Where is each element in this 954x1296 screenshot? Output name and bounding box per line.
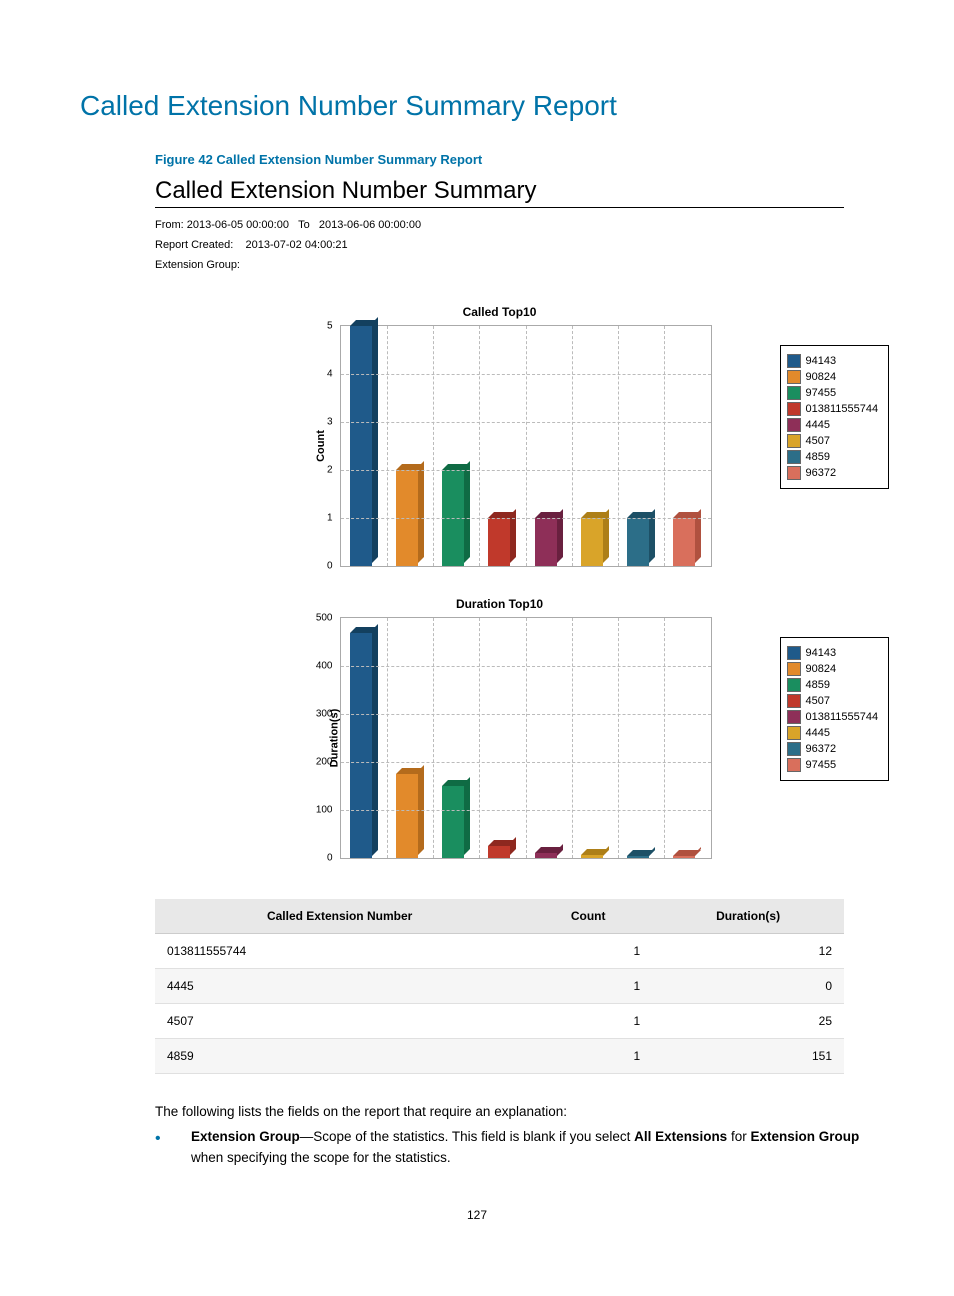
y-tick: 300 [316, 709, 333, 720]
y-tick: 400 [316, 661, 333, 672]
chart2-legend: 94143 90824 4859 4507 013811555744 4445 96372 9… [780, 637, 890, 781]
y-tick: 1 [327, 513, 333, 524]
col-ext-number: Called Extension Number [155, 899, 524, 934]
y-tick: 500 [316, 613, 333, 624]
bullet1-mid2: for [727, 1129, 750, 1144]
legend-item: 4507 [787, 434, 879, 448]
legend-item: 013811555744 [787, 710, 879, 724]
created-value: 2013-07-02 04:00:21 [246, 239, 348, 251]
bullet1-bold3: Extension Group [750, 1129, 859, 1144]
bullet1-end: when specifying the scope for the statis… [191, 1150, 451, 1165]
from-value: 2013-06-05 00:00:00 [187, 219, 289, 231]
legend-item: 97455 [787, 758, 879, 772]
page-title: Called Extension Number Summary Report [80, 90, 874, 122]
col-count: Count [524, 899, 652, 934]
legend-item: 97455 [787, 386, 879, 400]
chart2-title: Duration Top10 [290, 597, 710, 611]
bullet-icon: • [155, 1127, 191, 1168]
legend-item: 94143 [787, 354, 879, 368]
chart1-title: Called Top10 [290, 305, 710, 319]
report-meta: From: 2013-06-05 00:00:00 To 2013-06-06 … [155, 216, 844, 275]
y-tick: 3 [327, 417, 333, 428]
legend-item: 4507 [787, 694, 879, 708]
figure-caption: Figure 42 Called Extension Number Summar… [155, 152, 874, 167]
bullet1-bold1: Extension Group [191, 1129, 300, 1144]
legend-item: 90824 [787, 370, 879, 384]
y-tick: 0 [327, 853, 333, 864]
table-row: 444510 [155, 969, 844, 1004]
legend-item: 96372 [787, 742, 879, 756]
y-tick: 0 [327, 561, 333, 572]
explain-intro: The following lists the fields on the re… [155, 1104, 874, 1119]
bullet1-mid: —Scope of the statistics. This field is … [300, 1129, 634, 1144]
legend-item: 4859 [787, 678, 879, 692]
created-label: Report Created: [155, 236, 233, 256]
from-label: From: [155, 216, 184, 236]
table-row: 013811555744112 [155, 934, 844, 969]
bullet1-bold2: All Extensions [634, 1129, 727, 1144]
legend-item: 4445 [787, 418, 879, 432]
chart1-legend: 94143 90824 97455 013811555744 4445 4507 4859 9… [780, 345, 890, 489]
legend-item: 90824 [787, 662, 879, 676]
table-row: 48591151 [155, 1039, 844, 1074]
bullet-extension-group: • Extension Group—Scope of the statistic… [155, 1127, 874, 1168]
to-value: 2013-06-06 00:00:00 [319, 219, 421, 231]
ext-group-label: Extension Group: [155, 256, 240, 276]
y-tick: 5 [327, 321, 333, 332]
y-tick: 100 [316, 805, 333, 816]
legend-item: 94143 [787, 646, 879, 660]
report-title: Called Extension Number Summary [155, 177, 844, 208]
legend-item: 4445 [787, 726, 879, 740]
chart-duration-top10: Duration Top10 Duration(s) 0100200300400… [290, 597, 710, 859]
chart-called-top10: Called Top10 Count 012345 94143908249745… [290, 305, 710, 567]
summary-table: Called Extension Number Count Duration(s… [155, 899, 844, 1074]
legend-item: 4859 [787, 450, 879, 464]
y-tick: 200 [316, 757, 333, 768]
legend-item: 013811555744 [787, 402, 879, 416]
legend-item: 96372 [787, 466, 879, 480]
table-row: 4507125 [155, 1004, 844, 1039]
col-duration: Duration(s) [652, 899, 844, 934]
page-number: 127 [80, 1208, 874, 1222]
to-label: To [298, 216, 310, 236]
y-tick: 2 [327, 465, 333, 476]
y-tick: 4 [327, 369, 333, 380]
